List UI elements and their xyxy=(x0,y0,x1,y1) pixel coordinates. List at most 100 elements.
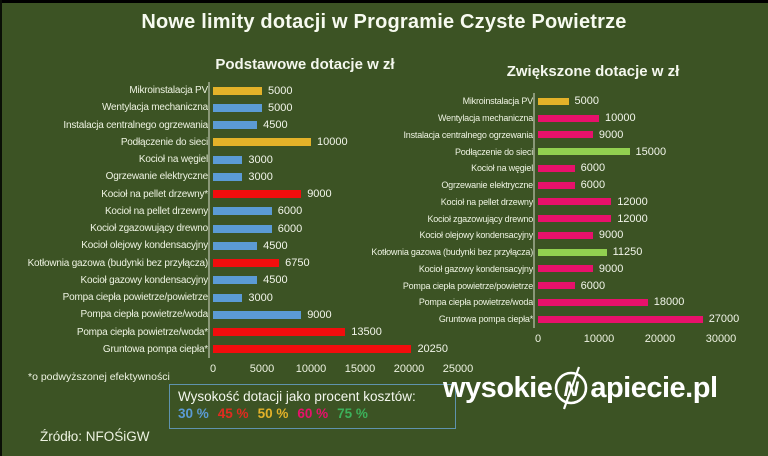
bar xyxy=(538,114,599,122)
plot-area: 5000 xyxy=(208,99,473,117)
plot-area: 3000 xyxy=(208,168,473,186)
bar-row: Kotłownia gazowa (budynki bez przyłącza)… xyxy=(371,243,765,261)
lightning-n-logo-icon: N xyxy=(555,366,588,410)
bar-row: Kocioł gazowy kondensacyjny 9000 xyxy=(390,260,765,278)
bar-row: Ogrzewanie elektryczne 3000 xyxy=(23,168,473,186)
bar-category-text: Kocioł na węgiel xyxy=(471,163,533,174)
bar-category-text: Kotłownia gazowa (budynki bez przyłącza) xyxy=(371,247,533,258)
bar-row: Mikroinstalacja PV 5000 xyxy=(23,82,473,100)
bar-row: Kocioł na pellet drzewny 12000 xyxy=(390,193,765,211)
bar-value: 9000 xyxy=(598,128,624,141)
plot-area: 6000 xyxy=(533,160,765,177)
bar-value: 5000 xyxy=(574,95,599,108)
bar-value: 4500 xyxy=(263,119,288,132)
plot-area: 20250 xyxy=(208,340,473,358)
bar-value: 6000 xyxy=(580,179,606,192)
plot-area: 11250 xyxy=(533,243,765,261)
bar-category-text: Ogrzewanie elektryczne xyxy=(441,180,533,191)
bar-value: 20250 xyxy=(417,343,449,356)
bar-category-text: Kocioł zgazowujący drewno xyxy=(427,213,533,224)
bar-category-label: Kocioł na pellet drzewny* xyxy=(23,189,208,200)
bar-row: Kotłownia gazowa (budynki bez przyłącza)… xyxy=(23,254,473,272)
bar-category-text: Kocioł olejowy kondensacyjny xyxy=(419,230,534,241)
x-axis-tick-label: 10000 xyxy=(583,332,615,345)
bar-value: 5000 xyxy=(268,101,293,114)
bar xyxy=(213,121,258,130)
bar xyxy=(213,155,243,164)
bar-row: Gruntowa pompa ciepła* 20250 xyxy=(23,340,473,358)
bar-value: 15000 xyxy=(635,145,667,158)
plot-area: 4500 xyxy=(208,271,473,289)
bar-category-label: Kocioł na pellet drzewny xyxy=(23,206,208,217)
bar xyxy=(213,345,412,354)
plot-area: 9000 xyxy=(533,260,765,278)
bar-category-text: Kocioł gazowy kondensacyjny xyxy=(418,263,533,274)
legend-item: 50 % xyxy=(257,406,289,421)
bar xyxy=(213,293,243,302)
bar-category-text: Wentylacja mechaniczna xyxy=(438,113,533,124)
bar xyxy=(538,315,703,323)
legend-item: 45 % xyxy=(217,406,249,421)
footnote: *o podwyższonej efektywności xyxy=(28,371,170,383)
bar-category-label: Mikroinstalacja PV xyxy=(23,85,208,96)
x-axis-ticks: 0 10000 20000 30000 xyxy=(535,332,765,349)
bar-value: 6000 xyxy=(277,205,303,218)
watermark-logo: wysokie N apiecie.pl xyxy=(443,366,718,410)
bar xyxy=(538,97,569,105)
right-chart-title: Zwiększone dotacje w zł xyxy=(506,63,680,80)
bar-category-label: Pompa ciepła powietrze/woda xyxy=(23,309,209,320)
bar-row: Pompa ciepła powietrze/powietrze 6000 xyxy=(390,277,765,294)
bar-category-label: Kocioł zgazowujący drewno xyxy=(23,223,208,234)
bar-value: 6750 xyxy=(285,257,310,270)
plot-area: 13500 xyxy=(208,323,473,341)
bar-value: 13500 xyxy=(351,326,382,339)
bar-category-label: Kocioł gazowy kondensacyjny xyxy=(390,264,533,274)
bar-category-label: Wentylacja mechaniczna xyxy=(390,113,533,123)
x-axis-tick-label: 20000 xyxy=(393,363,425,375)
bar-row: Pompa ciepła powietrze/powietrze 3000 xyxy=(23,289,473,307)
bar-value: 5000 xyxy=(268,84,293,97)
bar-row: Kocioł na pellet drzewny* 9000 xyxy=(23,185,473,203)
plot-area: 9000 xyxy=(208,185,473,203)
page-title: Nowe limity dotacji w Programie Czyste P… xyxy=(141,11,627,33)
bar-value: 4500 xyxy=(263,239,288,252)
bar xyxy=(538,265,593,273)
bar xyxy=(213,276,258,285)
watermark-suffix: apiecie.pl xyxy=(590,371,718,404)
bar-row: Kocioł olejowy kondensacyjny 4500 xyxy=(23,237,473,255)
bar-category-text: Podłączenie do sieci xyxy=(454,146,533,157)
bar-category-text: Instalacja centralnego ogrzewania xyxy=(403,129,534,140)
increased-subsidies-bar-chart: Mikroinstalacja PV 5000 Wentylacja mechani… xyxy=(371,93,765,349)
plot-area: 10000 xyxy=(533,109,765,127)
legend-item: 30 % xyxy=(178,406,209,421)
x-axis-tick-label: 10000 xyxy=(295,363,327,375)
bar-value: 6000 xyxy=(580,279,606,292)
bar-value: 9000 xyxy=(307,308,332,321)
x-axis-ticks: 0 5000 10000 15000 20000 25000 xyxy=(210,363,473,379)
bar-value: 3000 xyxy=(248,170,273,183)
bar-row: Podłączenie do sieci 10000 xyxy=(23,133,473,151)
bar xyxy=(538,198,612,206)
left-edge-strip xyxy=(0,0,2,456)
bar-value: 3000 xyxy=(248,153,273,166)
plot-area: 9000 xyxy=(208,306,473,324)
bar-category-label: Kocioł na węgiel xyxy=(390,163,533,173)
bar-value: 6000 xyxy=(580,162,606,175)
bar-row: Kocioł na pellet drzewny 6000 xyxy=(23,202,473,220)
bar-category-label: Kotłownia gazowa (budynki bez przyłącza) xyxy=(23,258,209,269)
bar-value: 6000 xyxy=(277,222,303,235)
bar-category-label: Gruntowa pompa ciepła* xyxy=(23,344,208,355)
legend-item: 60 % xyxy=(297,406,329,421)
bar-category-label: Pompa ciepła powietrze/powietrze xyxy=(390,281,533,291)
basic-subsidies-bar-chart: Mikroinstalacja PV 5000 Wentylacja mechani… xyxy=(23,82,473,379)
bar xyxy=(538,131,593,139)
plot-area: 12000 xyxy=(533,210,765,227)
legend-items: 30 % 45 % 50 % 60 % 75 % xyxy=(178,406,447,421)
bar-row: Wentylacja mechaniczna 5000 xyxy=(23,99,473,117)
bar-category-text: Pompa ciepła powietrze/powietrze xyxy=(62,292,209,304)
bar-value: 12000 xyxy=(617,195,648,208)
x-axis-tick-label: 30000 xyxy=(705,332,737,345)
bar-value: 3000 xyxy=(248,291,273,304)
plot-area: 15000 xyxy=(533,143,765,160)
